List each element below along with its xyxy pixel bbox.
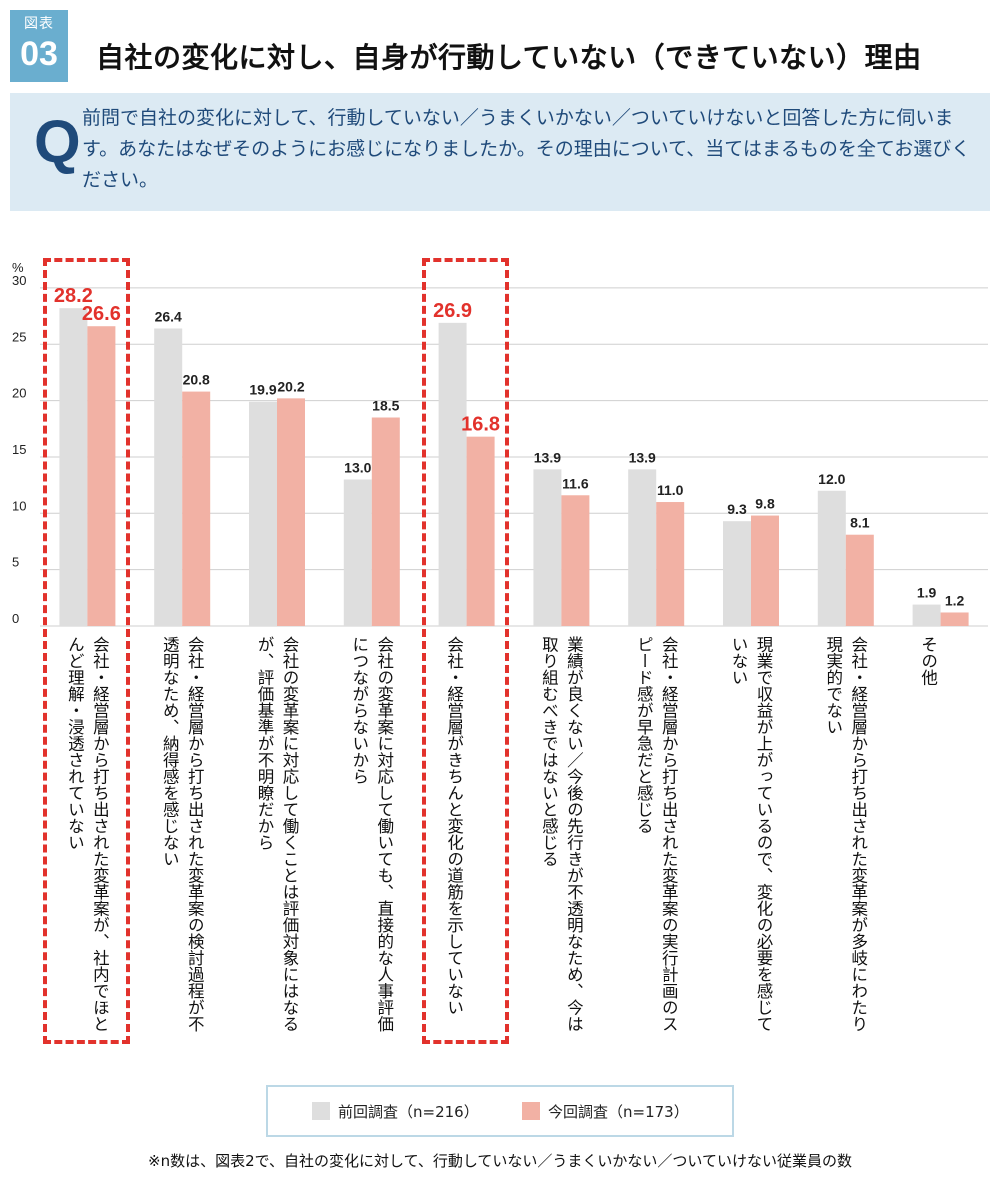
highlight-frame-anchor — [44, 258, 133, 259]
value-label-previous: 12.0 — [818, 471, 845, 487]
y-tick-label: 30 — [12, 273, 26, 288]
question-mark: Q — [34, 108, 81, 175]
value-label-previous: 19.9 — [249, 382, 276, 398]
y-tick-label: 0 — [12, 611, 19, 626]
bar-current — [87, 326, 116, 626]
bar-previous — [723, 521, 751, 626]
y-tick-label: 5 — [12, 555, 19, 570]
category-label: 会社・経営層から打ち出された変革案が多岐にわたり現実的でない — [823, 636, 868, 1032]
figure-number: 03 — [20, 35, 58, 73]
bar-current — [561, 495, 590, 626]
legend-label-previous: 前回調査（n=216） — [338, 1103, 479, 1121]
bar-previous — [154, 328, 183, 626]
category-label: 会社・経営層から打ち出された変革案の検討過程が不透明なため、納得感を感じない — [160, 636, 205, 1032]
value-label-previous: 1.9 — [917, 585, 937, 601]
legend-swatch-current — [522, 1102, 540, 1120]
category-label: その他 — [918, 636, 938, 686]
legend-swatch-previous — [312, 1102, 330, 1120]
value-label-previous: 13.9 — [629, 449, 656, 465]
bar-current — [845, 534, 874, 626]
bar-current — [277, 398, 305, 626]
value-label-current: 8.1 — [850, 515, 870, 531]
footnote: ※n数は、図表2で、自社の変化に対して、行動していない／うまくいかない／ついてい… — [148, 1152, 852, 1170]
question-text: 前問で自社の変化に対して、行動していない／うまくいかない／ついていけないと回答し… — [82, 107, 971, 191]
value-label-previous: 9.3 — [727, 501, 747, 517]
value-label-current: 11.6 — [562, 475, 589, 491]
category-label: 会社の変革案に対応して働いても、直接的な人事評価につながらないから — [349, 636, 394, 1032]
value-label-current: 20.2 — [277, 378, 304, 394]
bar-previous — [343, 479, 372, 626]
bar-current — [182, 391, 211, 626]
y-tick-label: 10 — [12, 498, 26, 513]
bar-previous — [59, 308, 88, 626]
category-label: 現業で収益が上がっているので、変化の必要を感じていない — [729, 636, 773, 1032]
figure-badge: 図表 03 — [10, 10, 68, 82]
bar-previous — [912, 604, 941, 626]
bar-current — [466, 436, 495, 626]
bar-previous — [817, 490, 846, 626]
question-box: Q 前問で自社の変化に対して、行動していない／うまくいかない／ついていけないと回… — [10, 93, 990, 211]
value-label-current: 26.6 — [82, 303, 121, 325]
value-label-current: 20.8 — [183, 372, 210, 388]
value-label-previous: 13.0 — [344, 459, 371, 475]
y-axis-unit: % — [12, 260, 24, 275]
bar-current — [940, 612, 969, 626]
category-label: 業績が良くない／今後の先行きが不透明なため、今は取り組むべきではないと感じる — [539, 636, 584, 1032]
category-label: 会社の変革案に対応して働くことは評価対象にはなるが、評価基準が不明瞭だから — [255, 636, 299, 1032]
value-label-previous: 26.4 — [155, 308, 182, 324]
category-label: 会社・経営層がきちんと変化の道筋を示していない — [444, 636, 464, 1016]
bar-previous — [249, 401, 277, 626]
value-label-current: 9.8 — [755, 496, 775, 512]
value-label-previous: 28.2 — [54, 285, 93, 307]
legend-item-current: 今回調査（n=173） — [522, 1101, 689, 1122]
value-label-current: 16.8 — [461, 414, 500, 436]
value-label-previous: 13.9 — [534, 449, 561, 465]
y-tick-label: 15 — [12, 442, 26, 457]
value-label-current: 1.2 — [945, 592, 965, 608]
bar-previous — [628, 469, 657, 626]
value-label-previous: 26.9 — [433, 300, 472, 322]
category-label: 会社・経営層から打ち出された変革案が、社内でほとんど理解・浸透されていない — [65, 636, 110, 1032]
bar-current — [751, 515, 779, 626]
category-label: 会社・経営層から打ち出された変革案の実行計画のスピード感が早急だと感じる — [634, 636, 679, 1032]
y-tick-label: 25 — [12, 329, 26, 344]
y-tick-label: 20 — [12, 386, 26, 401]
bar-previous — [438, 322, 467, 626]
chart-title: 自社の変化に対し、自身が行動していない（できていない）理由 — [96, 41, 922, 74]
legend: 前回調査（n=216） 今回調査（n=173） — [266, 1085, 734, 1137]
bar-chart: 0 5 10 15 20 25 30% 28.226.6 26.4 20.8 19.9 20.2 13.… — [12, 258, 988, 627]
value-label-current: 18.5 — [372, 398, 399, 414]
bar-current — [656, 502, 685, 626]
figure-label: 図表 — [24, 16, 54, 32]
legend-label-current: 今回調査（n=173） — [548, 1103, 689, 1121]
value-label-current: 11.0 — [657, 482, 684, 498]
bar-current — [371, 417, 400, 626]
highlight-frame-anchor — [423, 258, 512, 259]
bar-previous — [533, 469, 562, 626]
legend-item-previous: 前回調査（n=216） — [312, 1101, 479, 1122]
